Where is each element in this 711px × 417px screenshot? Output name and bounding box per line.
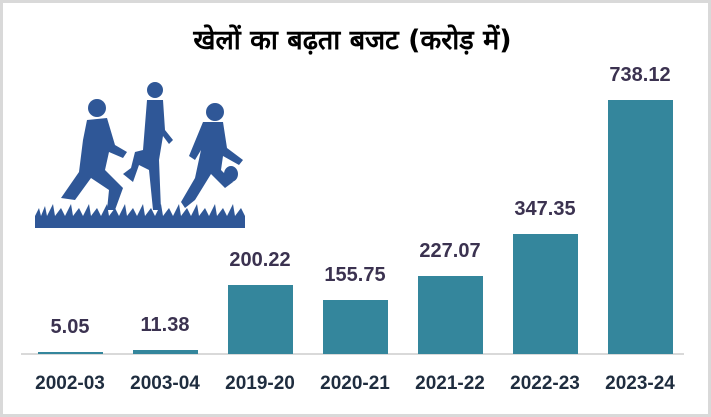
value-label: 5.05 bbox=[50, 316, 90, 338]
bar-2019-20 bbox=[227, 285, 293, 354]
bar-2022-23 bbox=[512, 234, 578, 354]
category-label: 2019-20 bbox=[225, 373, 295, 394]
bar-2003-04 bbox=[132, 350, 198, 354]
value-label: 200.22 bbox=[229, 249, 291, 271]
value-label: 11.38 bbox=[140, 314, 190, 336]
value-label: 738.12 bbox=[609, 64, 671, 86]
chart-title: खेलों का बढ़ता बजट (करोड़ में) bbox=[193, 25, 512, 56]
running-players-icon bbox=[35, 70, 245, 228]
bar-2021-22 bbox=[417, 276, 483, 354]
bar-2020-21 bbox=[322, 300, 388, 354]
value-label: 155.75 bbox=[324, 264, 386, 286]
category-label: 2020-21 bbox=[320, 373, 390, 394]
category-label: 2022-23 bbox=[510, 373, 580, 394]
category-label: 2002-03 bbox=[35, 373, 105, 394]
bar-2023-24 bbox=[607, 100, 673, 354]
x-axis-line bbox=[21, 353, 684, 355]
category-label: 2023-24 bbox=[605, 373, 675, 394]
bar-2002-03 bbox=[37, 352, 103, 354]
value-label: 227.07 bbox=[419, 240, 481, 262]
category-label: 2003-04 bbox=[130, 373, 200, 394]
category-label: 2021-22 bbox=[415, 373, 485, 394]
value-label: 347.35 bbox=[514, 198, 576, 220]
